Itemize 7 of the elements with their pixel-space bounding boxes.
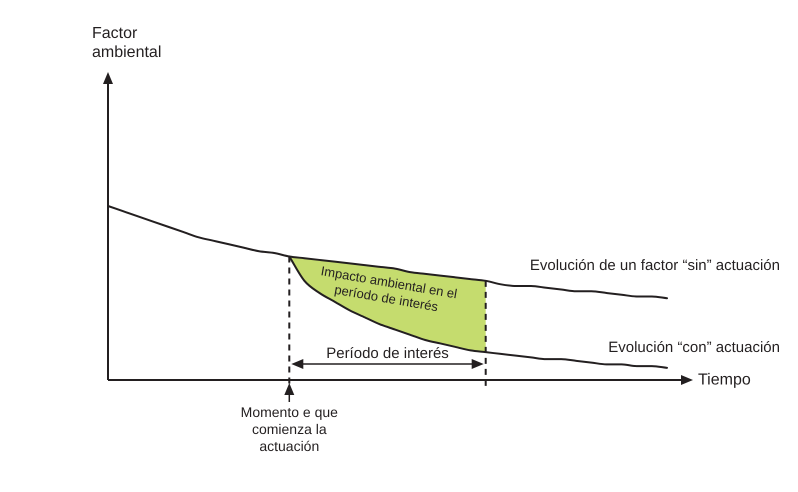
text: Factor ambiental <box>92 25 162 61</box>
annotation: Impacto ambiental en el período de interés <box>320 263 458 314</box>
annotation: Período de interés <box>326 345 449 362</box>
text: Momento e que comienza la actuación <box>240 404 338 454</box>
series-label: Evolución “con” actuación <box>608 338 780 356</box>
series-label: Evolución de un factor “sin” actuación <box>530 257 780 274</box>
x-axis-title: Tiempo <box>698 371 751 388</box>
